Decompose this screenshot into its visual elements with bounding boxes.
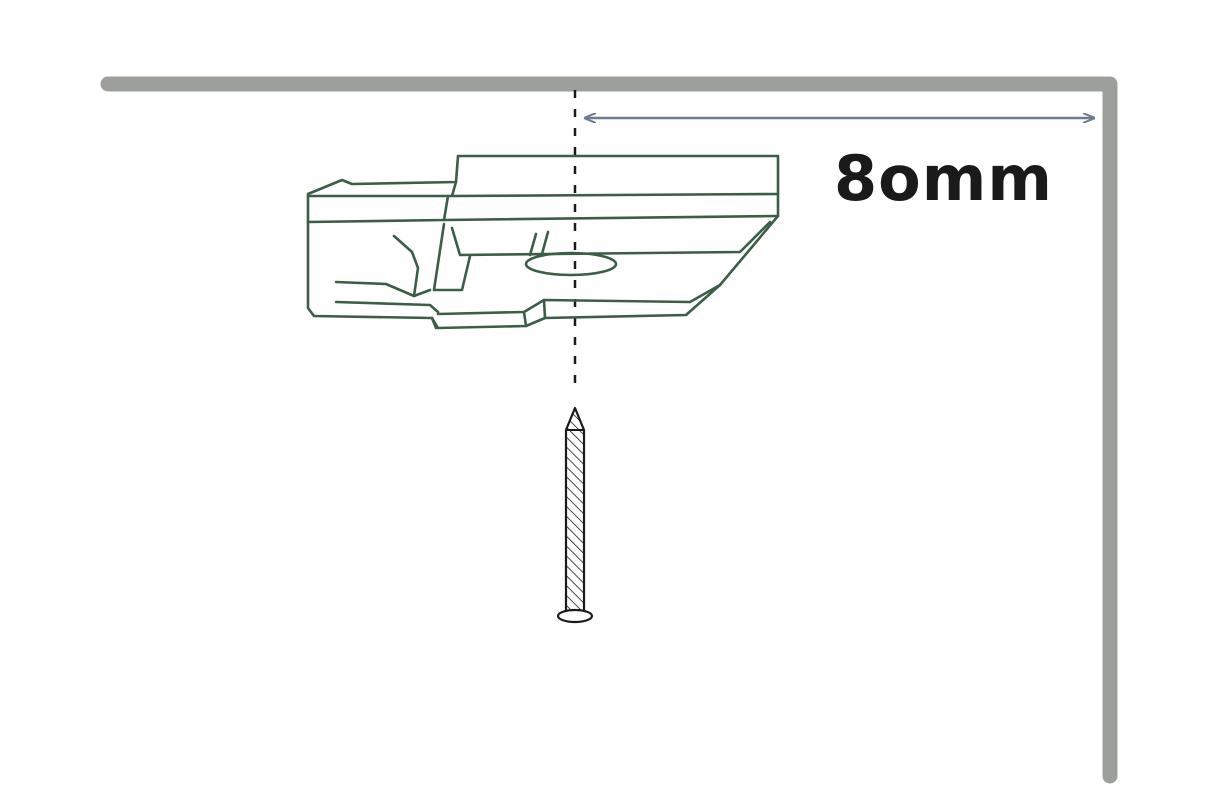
bracket-icon — [308, 156, 778, 328]
dimension-label: 8omm — [834, 148, 1053, 210]
screw-icon — [558, 408, 592, 622]
